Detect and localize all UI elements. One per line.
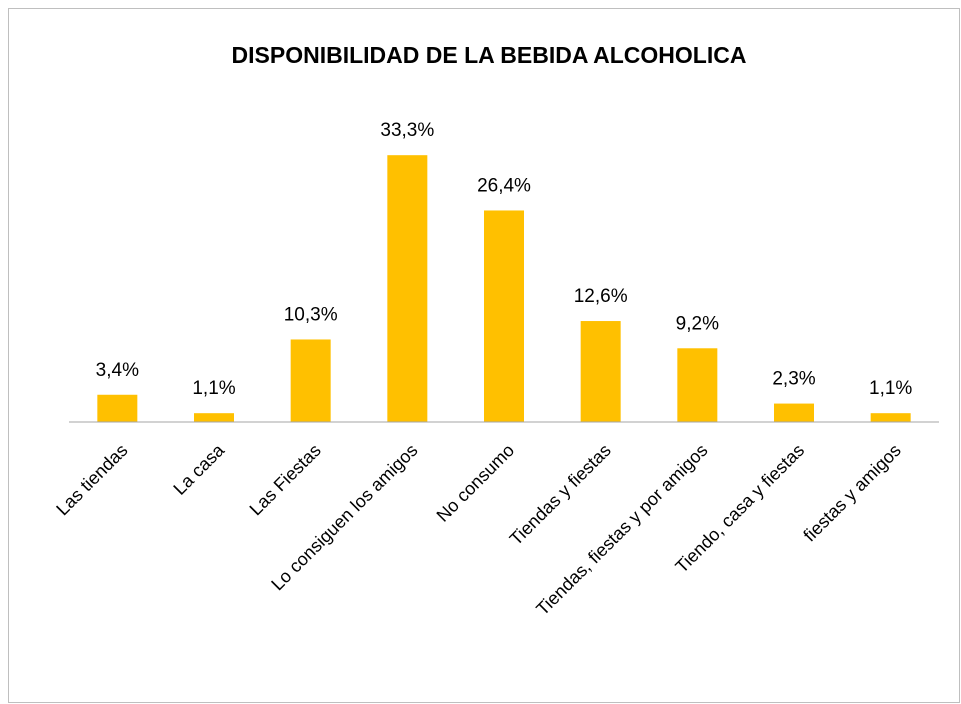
value-label: 2,3% xyxy=(772,369,815,390)
bar xyxy=(97,394,138,422)
value-label: 9,2% xyxy=(676,313,719,334)
value-label: 1,1% xyxy=(192,378,235,399)
value-label: 1,1% xyxy=(869,378,912,399)
bar xyxy=(580,321,621,422)
value-label: 12,6% xyxy=(574,286,628,307)
bar xyxy=(194,413,234,422)
bar xyxy=(484,210,524,422)
chart-title: DISPONIBILIDAD DE LA BEBIDA ALCOHOLICA xyxy=(232,42,747,68)
value-label: 33,3% xyxy=(380,120,434,141)
bar xyxy=(387,155,428,422)
value-label: 3,4% xyxy=(96,360,139,381)
bar xyxy=(774,403,814,422)
bar xyxy=(870,413,911,422)
bar xyxy=(677,348,718,422)
value-label: 10,3% xyxy=(284,304,338,325)
value-label: 26,4% xyxy=(477,175,531,196)
bar xyxy=(290,339,331,422)
